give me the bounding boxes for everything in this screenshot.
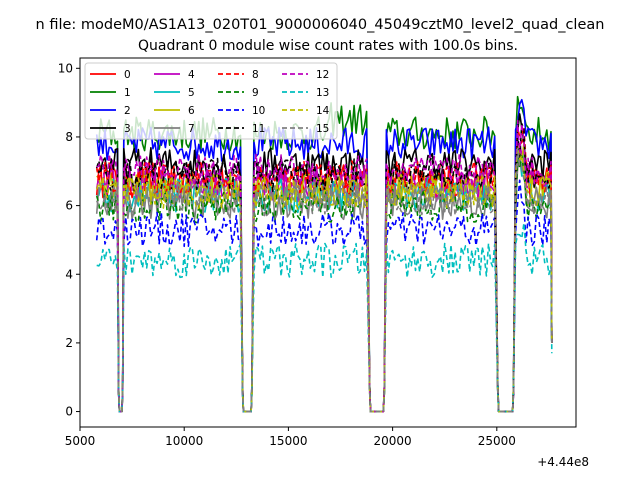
series-line-9 — [95, 153, 553, 413]
series-line-14 — [95, 147, 553, 413]
legend-label-11: 11 — [252, 123, 265, 135]
series-line-15 — [95, 147, 553, 413]
legend-label-14: 14 — [316, 105, 330, 117]
series-line-10 — [95, 179, 553, 413]
series-line-8 — [95, 126, 553, 413]
x-tick-label: 10000 — [165, 434, 203, 448]
x-axis-offset-label: +4.44e8 — [537, 455, 589, 469]
legend-label-7: 7 — [188, 123, 195, 135]
figure-suptitle: n file: modeM0/AS1A13_020T01_9000006040_… — [36, 17, 605, 33]
legend-label-2: 2 — [124, 105, 131, 117]
legend-label-8: 8 — [252, 69, 259, 81]
legend-label-10: 10 — [252, 105, 265, 117]
legend-label-15: 15 — [316, 123, 329, 135]
y-tick-label: 0 — [65, 405, 73, 419]
x-tick-label: 20000 — [374, 434, 412, 448]
legend-label-6: 6 — [188, 105, 195, 117]
legend-label-12: 12 — [316, 69, 329, 81]
y-tick-label: 6 — [65, 199, 73, 213]
plot-frame — [79, 57, 577, 428]
legend-label-1: 1 — [124, 87, 131, 99]
y-tick-label: 2 — [65, 336, 73, 350]
chart-title: Quadrant 0 module wise count rates with … — [138, 38, 518, 54]
series-line-13 — [96, 222, 553, 413]
series-line-2 — [95, 98, 553, 413]
legend-label-13: 13 — [316, 87, 329, 99]
x-tick-label: 25000 — [478, 434, 516, 448]
y-tick-label: 4 — [65, 267, 73, 281]
legend-label-5: 5 — [188, 87, 195, 99]
x-tick-label: 15000 — [269, 434, 307, 448]
legend-box — [84, 62, 338, 140]
y-tick-label: 8 — [65, 130, 73, 144]
legend-label-9: 9 — [252, 87, 259, 99]
series-line-12 — [96, 119, 553, 413]
legend-label-3: 3 — [124, 123, 131, 135]
x-tick-label: 5000 — [65, 434, 96, 448]
legend-label-4: 4 — [188, 69, 195, 81]
y-tick-label: 10 — [58, 61, 73, 75]
legend-label-0: 0 — [124, 69, 131, 81]
